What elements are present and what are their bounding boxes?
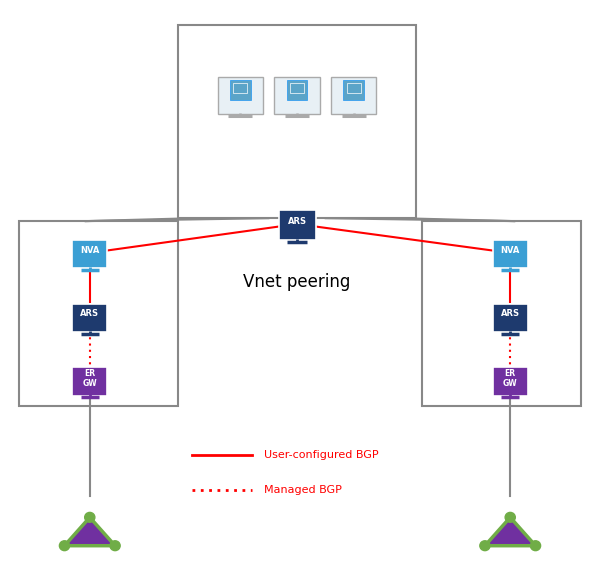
Circle shape (505, 512, 515, 522)
Polygon shape (64, 517, 115, 546)
Text: ER
GW: ER GW (82, 369, 97, 388)
Text: ARS: ARS (287, 217, 307, 226)
FancyBboxPatch shape (278, 210, 316, 241)
FancyBboxPatch shape (422, 221, 581, 406)
FancyBboxPatch shape (274, 77, 320, 114)
Circle shape (110, 541, 120, 551)
Circle shape (530, 541, 541, 551)
FancyBboxPatch shape (331, 77, 376, 114)
FancyBboxPatch shape (218, 77, 263, 114)
Text: ER
GW: ER GW (503, 369, 518, 388)
FancyBboxPatch shape (72, 367, 107, 396)
Text: Managed BGP: Managed BGP (264, 485, 342, 495)
Circle shape (85, 512, 95, 522)
Circle shape (480, 541, 490, 551)
Text: ARS: ARS (501, 310, 520, 318)
Text: NVA: NVA (80, 246, 100, 255)
Polygon shape (485, 517, 536, 546)
FancyBboxPatch shape (343, 80, 364, 100)
FancyBboxPatch shape (493, 367, 528, 396)
Text: User-configured BGP: User-configured BGP (264, 450, 379, 460)
FancyBboxPatch shape (493, 304, 528, 332)
FancyBboxPatch shape (493, 240, 528, 268)
Text: NVA: NVA (500, 246, 520, 255)
FancyBboxPatch shape (287, 80, 307, 100)
FancyBboxPatch shape (19, 221, 178, 406)
Text: Vnet peering: Vnet peering (244, 273, 351, 291)
FancyBboxPatch shape (230, 80, 251, 100)
FancyBboxPatch shape (72, 240, 107, 268)
FancyBboxPatch shape (72, 304, 107, 332)
FancyBboxPatch shape (178, 24, 416, 218)
Circle shape (59, 541, 70, 551)
Text: ARS: ARS (80, 310, 99, 318)
